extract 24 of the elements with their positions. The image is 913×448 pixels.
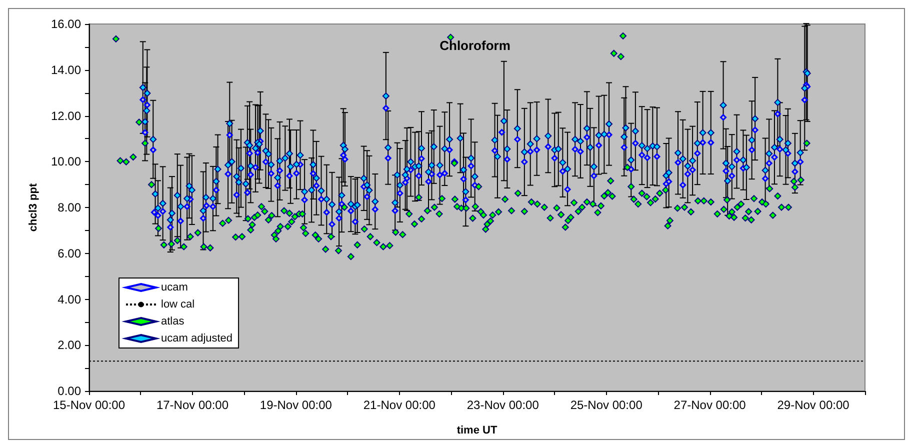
y-tick-label: 4.00 bbox=[58, 292, 82, 306]
text: Chloroform bbox=[440, 38, 510, 53]
x-tick-label: 21-Nov 00:00 bbox=[363, 398, 436, 412]
x-tick-label: 17-Nov 00:00 bbox=[156, 398, 229, 412]
x-tick-label: 29-Nov 00:00 bbox=[777, 398, 850, 412]
y-tick-label: 16.00 bbox=[50, 17, 82, 31]
legend-label: ucam bbox=[161, 282, 188, 294]
y-tick-label: 8.00 bbox=[58, 200, 82, 214]
legend-label: atlas bbox=[161, 316, 185, 328]
x-tick-label: 23-Nov 00:00 bbox=[466, 398, 540, 412]
x-tick-label: 25-Nov 00:00 bbox=[570, 398, 643, 412]
x-tick-label: 15-Nov 00:00 bbox=[52, 398, 126, 412]
y-tick-label: 0.00 bbox=[58, 384, 82, 398]
x-tick-label: 19-Nov 00:00 bbox=[260, 398, 332, 412]
y-tick-label: 6.00 bbox=[58, 246, 82, 260]
y-tick-label: 10.00 bbox=[50, 154, 82, 169]
legend-label: low cal bbox=[161, 298, 195, 310]
y-tick-label: 2.00 bbox=[58, 338, 82, 352]
y-axis-title: chcl3 ppt bbox=[28, 183, 40, 232]
y-tick-label: 14.00 bbox=[50, 62, 82, 77]
legend-label: ucam adjusted bbox=[161, 332, 233, 344]
x-axis-title: time UT bbox=[456, 424, 498, 436]
x-tick-label: 27-Nov 00:00 bbox=[674, 398, 746, 412]
y-tick-label: 12.00 bbox=[50, 108, 82, 123]
